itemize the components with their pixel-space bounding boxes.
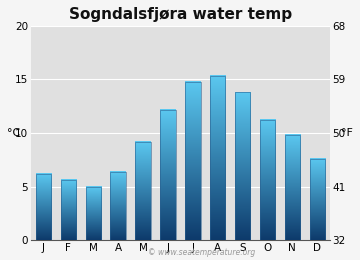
Text: © www.seatemperature.org: © www.seatemperature.org xyxy=(148,248,255,257)
Bar xyxy=(160,109,176,240)
Bar xyxy=(60,180,76,240)
Bar xyxy=(310,159,325,240)
Title: Sogndalsfjøra water temp: Sogndalsfjøra water temp xyxy=(69,7,292,22)
Bar xyxy=(235,92,250,240)
Bar xyxy=(86,187,101,240)
Bar xyxy=(36,174,51,240)
Bar xyxy=(210,76,225,240)
Bar xyxy=(135,142,151,240)
Bar xyxy=(185,82,201,240)
Bar xyxy=(111,172,126,240)
Bar xyxy=(285,135,300,240)
Y-axis label: °C: °C xyxy=(7,128,20,138)
Y-axis label: °F: °F xyxy=(341,128,353,138)
Bar xyxy=(260,120,275,240)
